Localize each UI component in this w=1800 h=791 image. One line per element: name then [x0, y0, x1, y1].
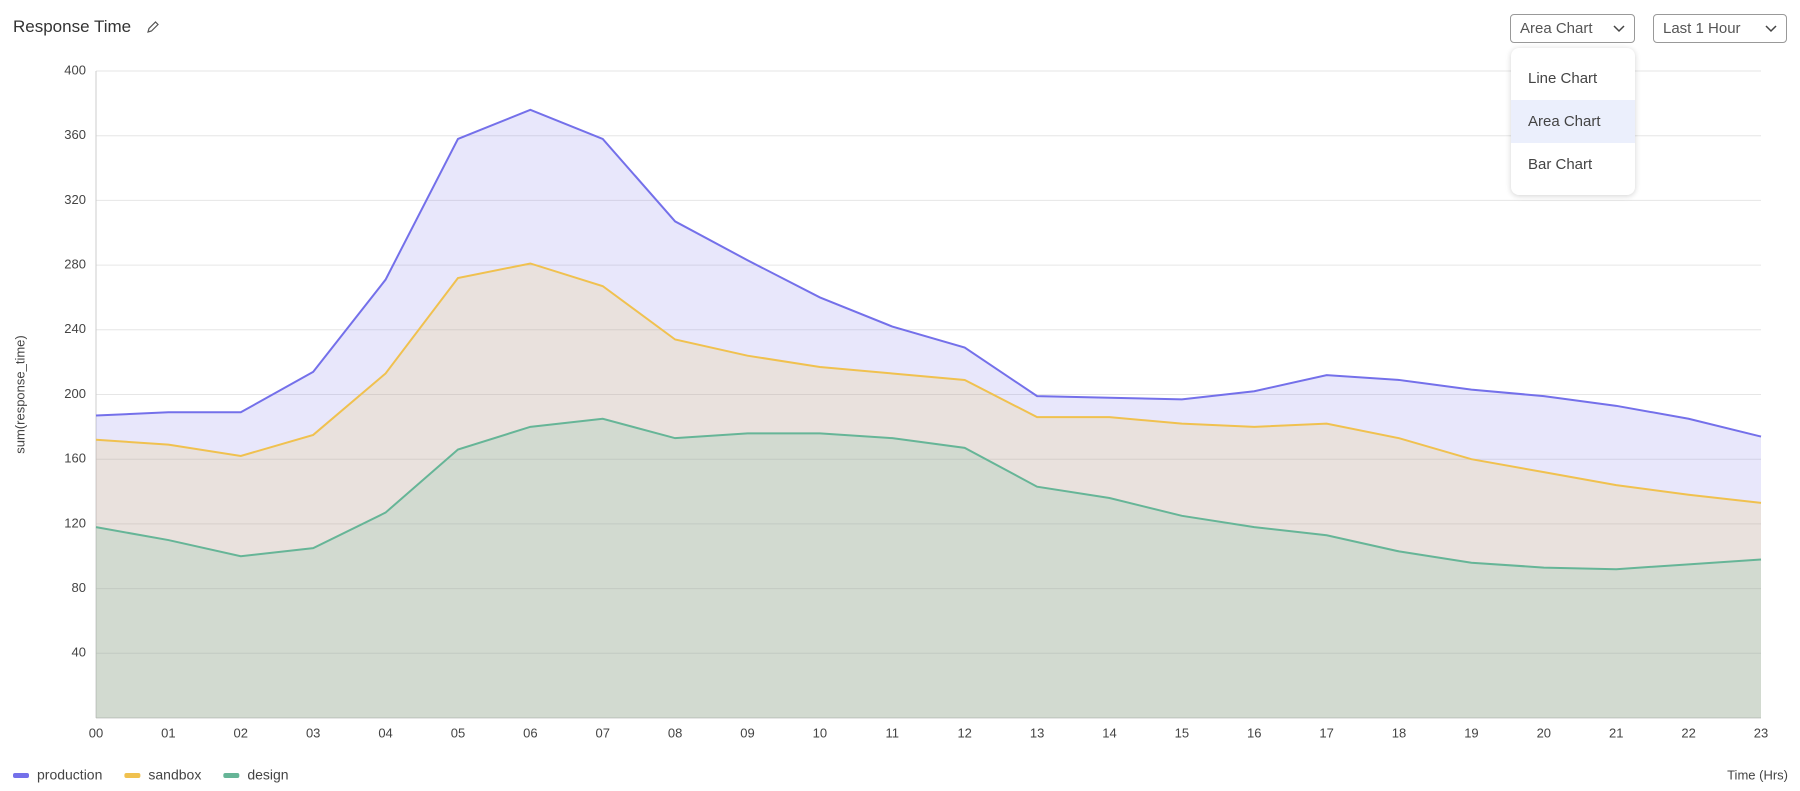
y-tick-label: 80: [72, 580, 86, 595]
time-range-select[interactable]: Last 1 Hour: [1653, 14, 1787, 43]
chart-type-value: Area Chart: [1520, 20, 1593, 37]
x-axis-label: Time (Hrs): [1727, 767, 1788, 782]
legend-swatch: [223, 773, 240, 778]
x-tick-label: 07: [596, 725, 610, 740]
x-tick-label: 16: [1247, 725, 1261, 740]
area: [96, 418, 1761, 718]
y-tick-label: 120: [64, 515, 86, 530]
time-range-value: Last 1 Hour: [1663, 20, 1741, 37]
x-tick-label: 18: [1392, 725, 1406, 740]
x-tick-label: 22: [1681, 725, 1695, 740]
edit-icon[interactable]: [146, 20, 160, 34]
area: [96, 263, 1761, 718]
menu-option[interactable]: Line Chart: [1528, 70, 1598, 87]
chart-type-select[interactable]: Area Chart: [1510, 14, 1635, 43]
y-tick-label: 400: [64, 62, 86, 77]
x-tick-label: 12: [957, 725, 971, 740]
x-tick-label: 00: [89, 725, 103, 740]
x-tick-label: 09: [740, 725, 754, 740]
line: [95, 417, 1762, 571]
title: Response Time: [13, 17, 132, 36]
y-tick-label: 40: [72, 645, 86, 660]
x-tick-label: 01: [161, 725, 175, 740]
x-tick-label: 21: [1609, 725, 1623, 740]
menu-option[interactable]: Bar Chart: [1528, 156, 1593, 173]
legend-swatch: [13, 773, 29, 778]
x-tick-label: 02: [234, 725, 248, 740]
x-tick-label: 17: [1319, 725, 1333, 740]
line: [95, 262, 1762, 504]
x-tick-label: 06: [523, 725, 537, 740]
x-tick-label: 05: [451, 725, 465, 740]
x-tick-label: 13: [1030, 725, 1044, 740]
y-axis-label: sum(response_time): [12, 335, 27, 454]
chart-type-menu: Line Chart Area Chart Bar Chart: [1511, 48, 1635, 195]
y-tick-label: 280: [64, 257, 86, 272]
y-tick-label: 200: [64, 386, 86, 401]
y-tick-label: 360: [64, 127, 86, 142]
x-tick-label: 03: [306, 725, 320, 740]
x-tick-label: 04: [378, 725, 392, 740]
x-tick-label: 08: [668, 725, 682, 740]
x-tick-label: 19: [1464, 725, 1478, 740]
menu-option[interactable]: Area Chart: [1511, 100, 1635, 143]
x-tick-label: 11: [886, 725, 900, 740]
area: [96, 109, 1761, 718]
x-tick-label: 14: [1102, 725, 1116, 740]
y-tick-label: 160: [64, 451, 86, 466]
y-tick-label: 240: [64, 321, 86, 336]
legend-swatch: [124, 773, 141, 778]
y-tick-label: 320: [64, 192, 86, 207]
x-tick-label: 20: [1537, 725, 1551, 740]
legend-label: sandbox: [148, 767, 201, 783]
x-tick-label: 10: [813, 725, 827, 740]
x-tick-label: 15: [1175, 725, 1189, 740]
legend-label: production: [37, 767, 102, 783]
x-tick-label: 23: [1754, 725, 1768, 740]
legend-label: design: [247, 767, 288, 783]
